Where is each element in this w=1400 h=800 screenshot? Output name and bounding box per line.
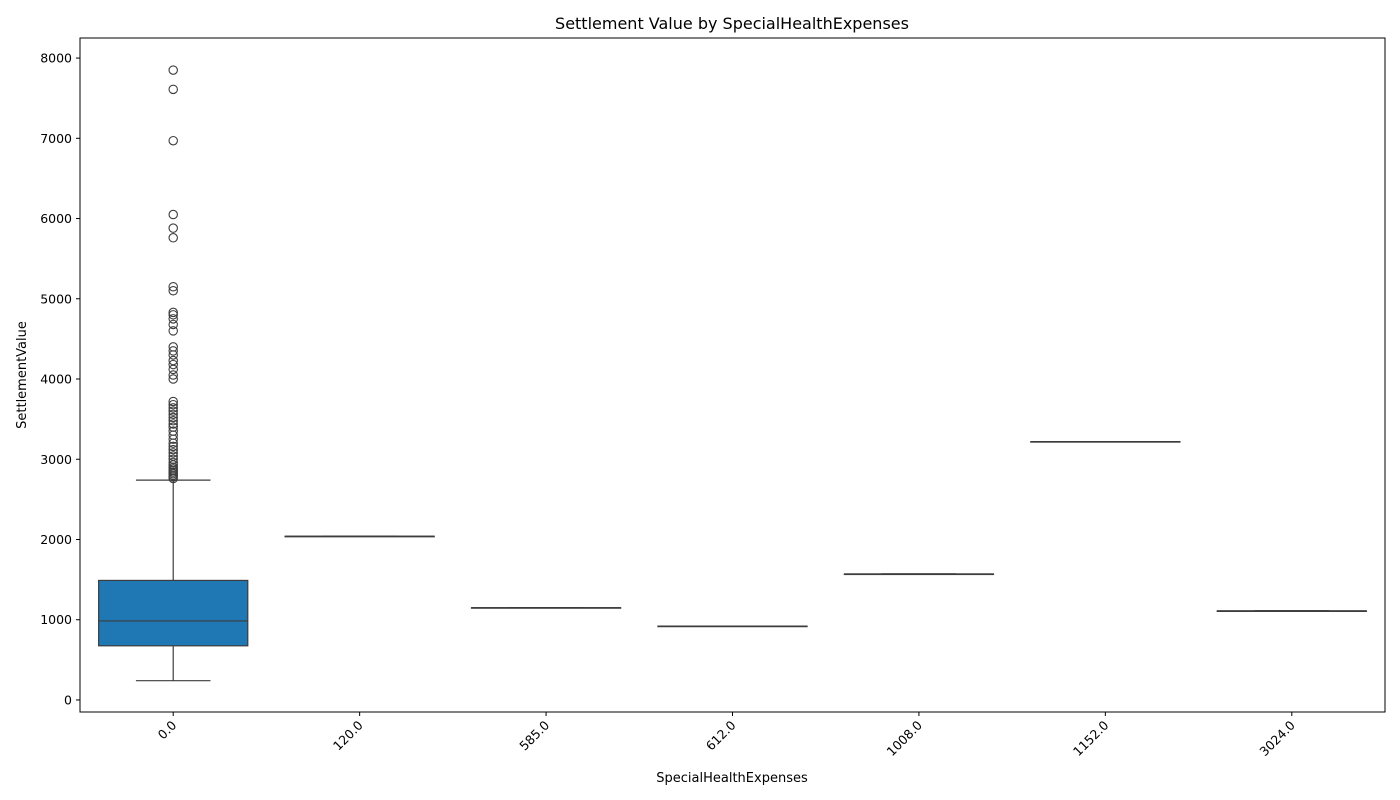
outlier-point <box>168 314 178 324</box>
outlier-point <box>168 135 178 146</box>
axes-frame <box>79 37 1386 713</box>
outlier-point <box>168 457 178 468</box>
outlier-point <box>168 396 178 407</box>
box-1008.0 <box>843 573 995 576</box>
y-tick-label: 6000 <box>40 211 72 226</box>
outlier-point <box>168 84 178 95</box>
outlier-point <box>168 285 178 296</box>
outlier-point <box>168 233 178 243</box>
y-axis: 0 1000 2000 3000 4000 5000 6000 7000 8000 <box>40 51 80 707</box>
box-585.0 <box>470 607 622 609</box>
outlier-point <box>168 422 178 432</box>
outlier-point <box>168 346 178 356</box>
outlier-point <box>168 454 178 464</box>
y-tick-label: 5000 <box>40 291 72 306</box>
y-tick-label: 7000 <box>40 131 72 146</box>
box-3024.0 <box>1216 610 1367 613</box>
outlier-point <box>168 307 178 318</box>
box-0.0 <box>98 65 249 682</box>
outlier-point <box>168 370 178 380</box>
outlier-point <box>168 409 178 420</box>
outlier-point <box>168 419 178 429</box>
outlier-point <box>168 209 178 220</box>
plot-area <box>98 65 1367 682</box>
box-1152.0 <box>1030 440 1181 443</box>
outlier-point <box>168 451 178 461</box>
y-tick-label: 2000 <box>40 532 72 547</box>
box-120.0 <box>284 535 435 538</box>
outlier-point <box>168 406 178 416</box>
outlier-point <box>168 359 178 370</box>
outlier-point <box>168 412 178 423</box>
box-612.0 <box>657 625 808 628</box>
outlier-point <box>168 326 178 336</box>
outlier-point <box>168 310 178 320</box>
outlier-point <box>168 444 178 455</box>
outlier-point <box>168 374 178 384</box>
outlier-point <box>168 355 178 366</box>
y-tick-label: 8000 <box>40 51 72 66</box>
iqr-box <box>98 579 249 647</box>
outlier-point <box>168 399 178 410</box>
y-tick-label: 3000 <box>40 452 72 467</box>
outlier-point <box>168 441 178 452</box>
outlier-point <box>168 281 178 292</box>
y-tick-label: 0 <box>64 692 72 707</box>
outlier-point <box>168 426 178 436</box>
outlier-point <box>168 65 178 75</box>
outlier-point <box>168 448 178 458</box>
outlier-point <box>168 403 178 413</box>
y-axis-label: SettlementValue <box>15 321 30 429</box>
outlier-point <box>168 342 178 352</box>
x-axis-label: SpecialHealthExpenses <box>656 771 808 786</box>
outlier-point <box>168 415 178 426</box>
outlier-point <box>168 319 178 330</box>
y-tick-label: 1000 <box>40 612 72 627</box>
chart-title: Settlement Value by SpecialHealthExpense… <box>555 14 909 33</box>
outlier-point <box>168 223 178 233</box>
y-tick-label: 4000 <box>40 372 72 387</box>
